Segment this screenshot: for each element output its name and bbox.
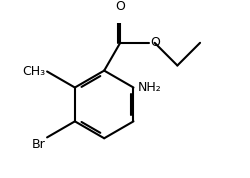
Text: CH₃: CH₃ [22,65,46,78]
Text: Br: Br [32,138,46,151]
Text: O: O [150,36,160,49]
Text: NH₂: NH₂ [137,81,161,94]
Text: O: O [115,0,125,12]
